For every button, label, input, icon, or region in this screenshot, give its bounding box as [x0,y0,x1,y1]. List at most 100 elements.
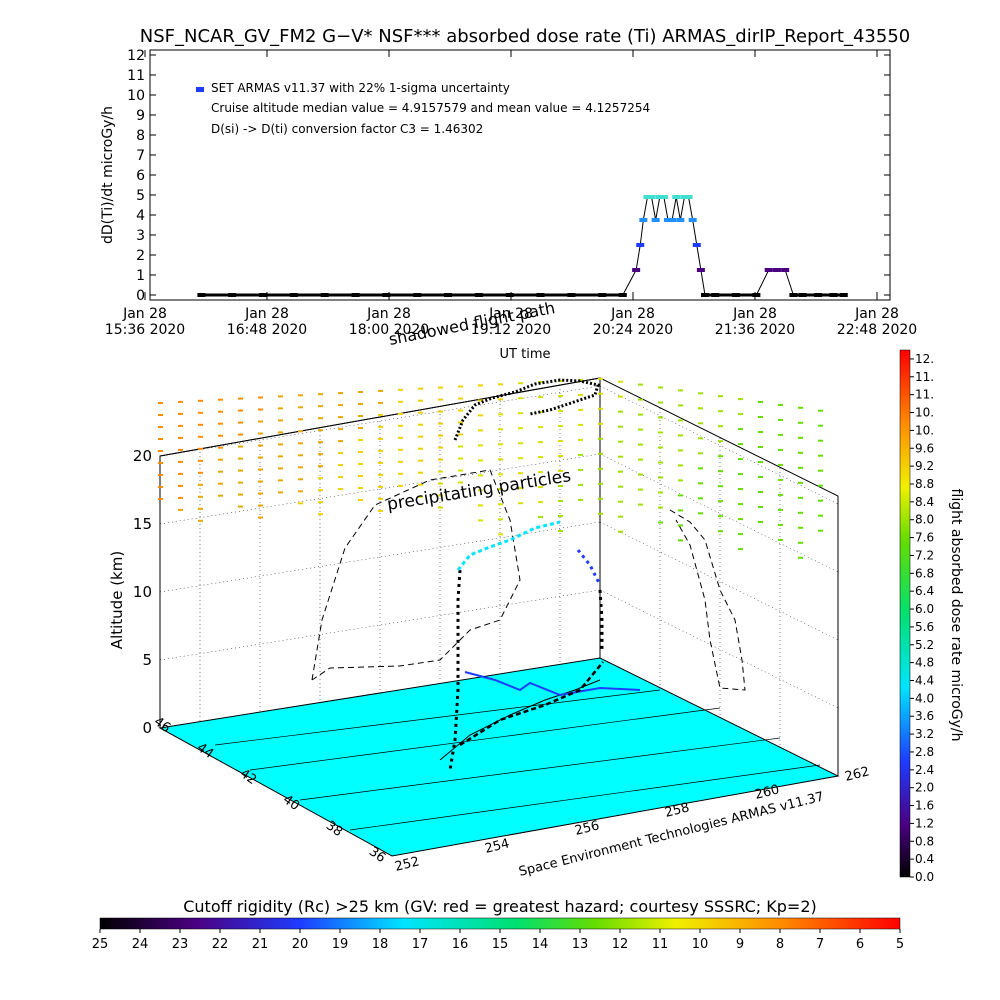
dose-tick-label: 11. [915,370,934,384]
longitude-tick-label: 262 [843,764,871,785]
particle-mark [658,446,663,449]
particle-mark [678,389,683,392]
dose-tick-label: 10. [915,423,934,437]
particle-mark [278,479,283,482]
annotation-precipitating-particles: precipitating particles [386,466,573,515]
top-series-segment [784,269,794,296]
top-data-point [684,195,693,199]
particle-mark [198,411,203,414]
particle-mark [178,436,183,439]
particle-mark [418,411,423,414]
dose-tick-label: 3.6 [915,709,934,723]
top-x-tick-label-time: 19:12 2020 [471,322,551,338]
particle-mark [738,533,743,536]
particle-mark [638,398,643,401]
particle-mark [558,440,563,442]
particle-mark [398,436,403,439]
particle-mark [818,499,823,502]
particle-mark [558,410,563,412]
particle-mark [598,422,603,425]
top-x-tick-label-time: 16:48 2020 [227,322,307,338]
particle-mark [558,380,563,382]
particle-mark [258,480,263,483]
particle-mark [558,470,563,472]
top-x-tick-label-time: 21:36 2020 [715,322,795,338]
particle-mark [638,458,643,461]
particle-mark [778,433,783,436]
trajectory-panel: shadowed flight path precipitating parti… [108,298,871,880]
altitude-gridline-side [599,589,839,709]
particle-mark [758,491,763,493]
particle-mark [358,391,363,393]
particle-mark [758,416,763,418]
particle-mark [238,469,243,472]
particle-mark [158,462,163,464]
top-data-point [659,195,668,199]
particle-mark [698,497,703,500]
particle-mark [558,455,563,457]
particle-mark [318,501,323,504]
particle-mark [418,387,423,390]
particle-mark [198,495,203,498]
particle-mark [738,503,743,506]
rigidity-tick-label: 14 [532,937,549,952]
particle-mark [758,521,763,523]
particle-mark [478,444,483,447]
top-data-point [668,218,677,222]
particle-mark [338,392,343,395]
particle-mark [218,446,223,449]
top-y-tick-label: 3 [136,228,145,244]
rigidity-tick-label: 7 [816,937,824,952]
particle-mark [318,465,323,468]
top-data-point [197,293,206,297]
particle-mark [458,397,463,400]
particle-mark [238,433,243,436]
dose-tick-label: 1.2 [915,816,934,830]
particle-mark [358,415,363,417]
particle-mark [658,401,663,404]
particle-mark [638,383,643,386]
particle-mark [218,470,223,473]
particle-mark [798,481,803,484]
particle-mark [158,426,163,428]
particle-mark [498,533,503,536]
particle-mark [338,440,343,443]
particle-mark [758,431,763,433]
altitude-gridline-side [599,521,839,641]
particle-mark [218,434,223,437]
particle-mark [778,538,783,541]
particle-mark [698,482,703,485]
particle-mark [218,494,223,497]
top-data-point [536,293,545,297]
top-series-segment [671,196,677,221]
flight-path-colored [456,520,561,571]
particle-mark [538,426,543,429]
top-data-point [701,293,709,297]
particle-mark [798,466,803,469]
particle-mark [338,428,343,431]
particle-mark [578,438,583,441]
top-series-segment [755,269,770,296]
dose-tick-label: 9.6 [915,441,934,455]
top-data-point [839,293,848,297]
particle-mark [698,437,703,440]
particle-mark [458,481,463,484]
top-x-tick-label-time: 18:00 2020 [349,322,429,338]
dose-tick-label: 0.4 [915,852,934,866]
particle-mark [718,500,723,503]
rigidity-tick-label: 24 [132,937,149,952]
particle-mark [378,449,383,452]
shadowed-path-left [311,469,521,681]
particle-mark [798,541,803,544]
particle-mark [538,441,543,444]
particle-mark [638,413,643,416]
particle-mark [298,454,303,457]
particle-mark [578,468,583,471]
particle-mark [678,434,683,437]
rigidity-tick-label: 8 [776,937,784,952]
particle-mark [198,483,203,486]
particle-mark [198,519,203,522]
particle-mark [318,417,323,420]
top-series-segment [651,196,657,221]
particle-mark [258,456,263,459]
